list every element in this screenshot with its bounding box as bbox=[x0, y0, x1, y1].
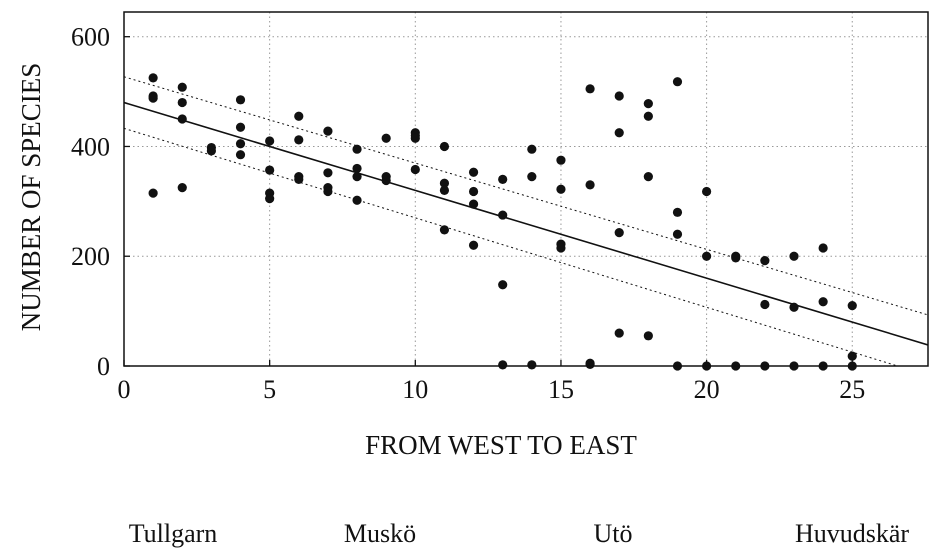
data-point bbox=[498, 360, 508, 370]
data-point bbox=[468, 199, 479, 209]
data-point bbox=[177, 82, 187, 92]
data-point bbox=[672, 229, 683, 239]
data-point bbox=[643, 331, 653, 341]
y-axis-title: NUMBER OF SPECIES bbox=[16, 63, 46, 332]
data-point bbox=[614, 91, 624, 101]
data-point bbox=[527, 172, 537, 182]
data-point bbox=[468, 186, 479, 197]
confidence-upper-line bbox=[124, 76, 928, 316]
data-point bbox=[148, 73, 158, 83]
data-point bbox=[760, 256, 770, 266]
data-point bbox=[265, 194, 275, 204]
data-point bbox=[177, 97, 187, 108]
site-label: Huvudskär bbox=[795, 519, 909, 548]
axis-ticks bbox=[123, 36, 853, 367]
x-tick-label: 10 bbox=[402, 375, 428, 404]
data-point bbox=[498, 174, 508, 184]
y-tick-label: 200 bbox=[71, 242, 110, 271]
data-point bbox=[585, 180, 595, 190]
grid bbox=[124, 12, 928, 366]
data-point bbox=[235, 122, 246, 132]
data-point bbox=[294, 174, 304, 184]
data-point bbox=[381, 133, 391, 143]
data-point bbox=[731, 253, 741, 263]
data-point bbox=[468, 167, 479, 177]
data-point bbox=[352, 172, 362, 182]
x-tick-label: 25 bbox=[839, 375, 865, 404]
data-point bbox=[556, 155, 566, 165]
data-point bbox=[585, 359, 595, 369]
data-point bbox=[439, 141, 450, 152]
data-point bbox=[323, 168, 333, 178]
data-point bbox=[265, 165, 275, 175]
data-point bbox=[556, 184, 566, 194]
x-tick-label: 15 bbox=[548, 375, 574, 404]
data-point bbox=[702, 251, 712, 261]
data-point bbox=[235, 95, 246, 105]
data-point bbox=[148, 93, 158, 103]
data-point bbox=[468, 240, 479, 250]
data-point bbox=[527, 360, 537, 370]
data-point bbox=[847, 301, 857, 311]
data-point bbox=[643, 172, 653, 182]
data-point bbox=[294, 111, 304, 121]
data-point bbox=[527, 144, 537, 154]
data-point bbox=[352, 144, 362, 154]
data-point bbox=[410, 133, 420, 143]
data-point bbox=[294, 135, 304, 145]
regression-line bbox=[124, 101, 928, 346]
data-point bbox=[818, 297, 828, 307]
data-point bbox=[614, 328, 624, 338]
x-tick-label: 0 bbox=[118, 375, 131, 404]
data-point bbox=[352, 195, 362, 205]
y-tick-label: 400 bbox=[71, 132, 110, 161]
data-point bbox=[498, 280, 508, 290]
data-point bbox=[760, 299, 770, 310]
data-point bbox=[410, 164, 420, 175]
data-point bbox=[585, 84, 595, 94]
site-label: Utö bbox=[594, 519, 633, 548]
data-point bbox=[148, 188, 158, 198]
data-point bbox=[789, 251, 799, 261]
data-point bbox=[177, 183, 187, 193]
data-point bbox=[672, 207, 683, 217]
site-label: Muskö bbox=[344, 519, 416, 548]
data-point bbox=[352, 163, 362, 174]
data-point bbox=[439, 225, 450, 235]
data-point bbox=[206, 146, 216, 156]
site-labels: Tullgarn Muskö Utö Huvudskär bbox=[129, 519, 910, 548]
data-point bbox=[235, 150, 246, 160]
x-tick-label: 5 bbox=[263, 375, 276, 404]
confidence-lower-line bbox=[124, 127, 900, 366]
data-point bbox=[323, 126, 333, 136]
data-point bbox=[643, 111, 653, 121]
x-axis-title: FROM WEST TO EAST bbox=[365, 430, 637, 460]
site-label: Tullgarn bbox=[129, 519, 218, 548]
data-point bbox=[789, 302, 799, 312]
data-point bbox=[177, 114, 187, 124]
data-point bbox=[702, 186, 712, 197]
data-point bbox=[556, 243, 566, 253]
data-point bbox=[235, 139, 246, 149]
data-point bbox=[614, 228, 624, 238]
y-tick-label: 600 bbox=[71, 23, 110, 52]
x-tick-label: 20 bbox=[694, 375, 720, 404]
data-point bbox=[381, 175, 391, 186]
data-point bbox=[265, 136, 275, 146]
data-point bbox=[643, 99, 653, 109]
data-point bbox=[439, 178, 450, 188]
y-tick-label: 0 bbox=[97, 352, 110, 381]
plot-frame bbox=[123, 11, 929, 367]
data-point bbox=[847, 351, 857, 361]
data-points bbox=[148, 73, 857, 371]
tick-labels: 0 5 10 15 20 25 0 200 400 600 bbox=[71, 23, 865, 404]
data-point bbox=[614, 128, 624, 138]
data-point bbox=[818, 243, 828, 253]
data-point bbox=[439, 185, 450, 195]
fit-lines bbox=[124, 76, 928, 366]
data-point bbox=[672, 77, 683, 87]
data-point bbox=[498, 210, 508, 220]
data-point bbox=[323, 186, 333, 197]
